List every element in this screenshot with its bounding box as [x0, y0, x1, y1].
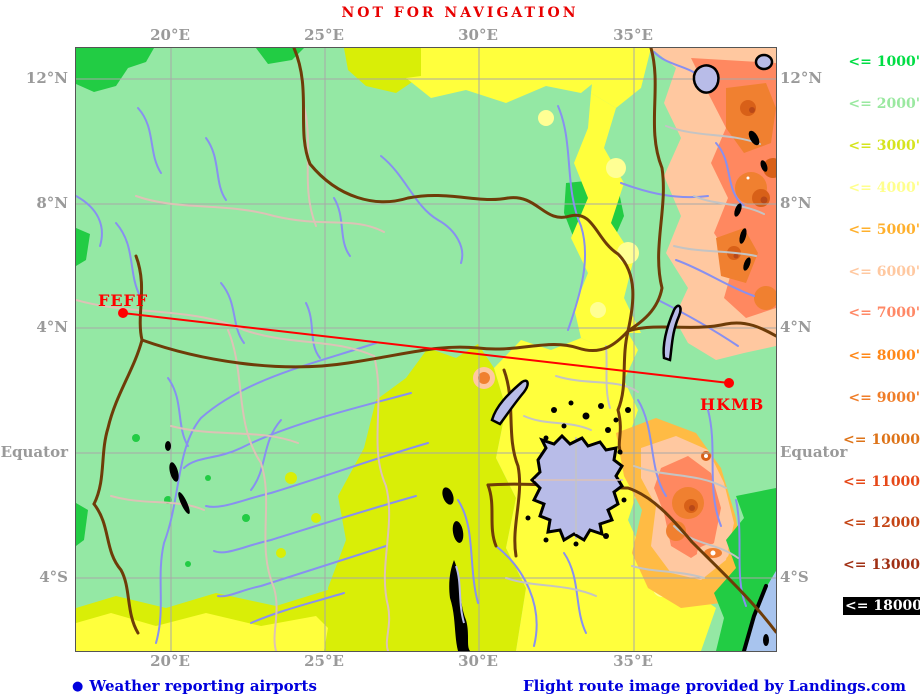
- route-map: FEFF HKMB: [75, 47, 777, 652]
- legend-item-3000ft: <= 3000': [848, 138, 920, 154]
- flight-route-layer: FEFF HKMB: [98, 291, 764, 414]
- lat-label-left-8n: 8°N: [36, 194, 68, 212]
- lake-albert: [490, 379, 529, 426]
- legend-item-4000ft: <= 4000': [848, 180, 920, 196]
- legend-item-12000ft: <= 12000': [843, 515, 920, 531]
- not-for-navigation-title: NOT FOR NAVIGATION: [341, 5, 579, 21]
- weather-airports-label: Weather reporting airports: [89, 677, 317, 695]
- airport-marker-feff: [118, 308, 128, 318]
- airport-label-feff: FEFF: [98, 291, 148, 310]
- lakes-layer: [165, 53, 774, 651]
- lake-kivu: [452, 521, 464, 543]
- route-line: [122, 312, 730, 384]
- lat-label-left-4n: 4°N: [36, 318, 68, 336]
- lake-turkana: [662, 304, 682, 362]
- weather-airports-caption: ● Weather reporting airports: [72, 677, 317, 695]
- lon-label-top-25e: 25°E: [304, 26, 344, 44]
- lat-label-right-4s: 4°S: [780, 568, 809, 586]
- legend-item-8000ft: <= 8000': [848, 348, 920, 364]
- lon-label-bottom-35e: 35°E: [613, 652, 653, 670]
- lon-label-bottom-25e: 25°E: [304, 652, 344, 670]
- lon-label-top-20e: 20°E: [150, 26, 190, 44]
- lake-tana: [692, 64, 720, 94]
- lat-label-right-12n: 12°N: [780, 69, 823, 87]
- lat-label-right-8n: 8°N: [780, 194, 812, 212]
- lat-label-left-12n: 12°N: [25, 69, 68, 87]
- lake-edward: [442, 487, 454, 505]
- lake-tanganyika: [449, 560, 470, 651]
- lon-label-top-30e: 30°E: [458, 26, 498, 44]
- legend-item-18000ft: <= 18000': [843, 597, 920, 615]
- lat-label-right-4n: 4°N: [780, 318, 812, 336]
- lake-victoria: [529, 433, 624, 543]
- legend-item-9000ft: <= 9000': [848, 390, 920, 406]
- landings-credit: Flight route image provided by Landings.…: [522, 677, 906, 695]
- legend-item-2000ft: <= 2000': [848, 96, 920, 112]
- airport-marker-hkmb: [724, 378, 734, 388]
- legend-item-10000ft: <= 10000': [843, 432, 920, 448]
- lon-label-bottom-30e: 30°E: [458, 652, 498, 670]
- legend-item-11000ft: <= 11000': [843, 474, 920, 490]
- legend-item-13000ft: <= 13000': [843, 557, 920, 573]
- lat-label-left-4s: 4°S: [39, 568, 68, 586]
- legend-item-6000ft: <= 6000': [848, 264, 920, 280]
- lon-label-top-35e: 35°E: [613, 26, 653, 44]
- airport-label-hkmb: HKMB: [700, 395, 764, 414]
- lon-label-bottom-20e: 20°E: [150, 652, 190, 670]
- airport-dot-icon: ●: [72, 679, 84, 694]
- lat-label-left-equator: Equator: [0, 443, 68, 461]
- lat-label-right-equator: Equator: [780, 443, 848, 461]
- rivers-layer: [76, 51, 755, 647]
- legend-item-7000ft: <= 7000': [848, 305, 920, 321]
- country-borders-layer: [92, 48, 776, 635]
- legend-item-1000ft: <= 1000': [848, 54, 920, 70]
- legend-item-5000ft: <= 5000': [848, 222, 920, 238]
